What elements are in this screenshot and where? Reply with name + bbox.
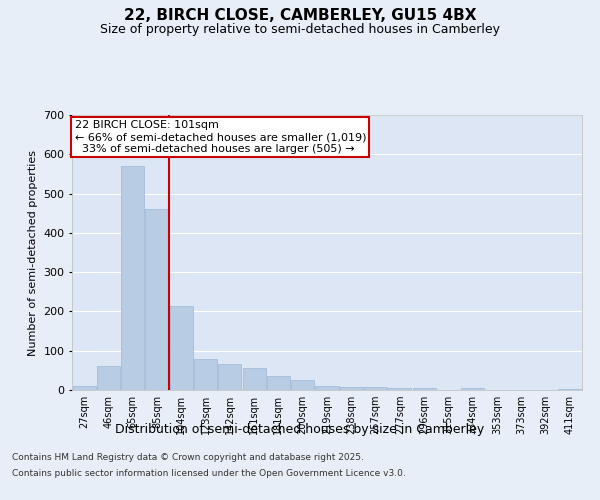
Y-axis label: Number of semi-detached properties: Number of semi-detached properties — [28, 150, 38, 356]
Text: Size of property relative to semi-detached houses in Camberley: Size of property relative to semi-detach… — [100, 22, 500, 36]
Bar — [267, 376, 290, 390]
Bar — [242, 368, 266, 390]
Text: 22, BIRCH CLOSE, CAMBERLEY, GU15 4BX: 22, BIRCH CLOSE, CAMBERLEY, GU15 4BX — [124, 8, 476, 22]
Bar — [461, 388, 484, 390]
Text: 22 BIRCH CLOSE: 101sqm
← 66% of semi-detached houses are smaller (1,019)
  33% o: 22 BIRCH CLOSE: 101sqm ← 66% of semi-det… — [74, 120, 366, 154]
Bar — [413, 388, 436, 390]
Bar — [145, 210, 169, 390]
Text: Distribution of semi-detached houses by size in Camberley: Distribution of semi-detached houses by … — [115, 422, 485, 436]
Bar — [121, 166, 144, 390]
Bar — [364, 387, 387, 390]
Bar — [194, 358, 217, 390]
Bar — [316, 386, 338, 390]
Bar — [291, 380, 314, 390]
Bar — [218, 364, 241, 390]
Bar — [97, 366, 120, 390]
Bar — [170, 306, 193, 390]
Text: Contains public sector information licensed under the Open Government Licence v3: Contains public sector information licen… — [12, 468, 406, 477]
Bar — [340, 387, 363, 390]
Text: Contains HM Land Registry data © Crown copyright and database right 2025.: Contains HM Land Registry data © Crown c… — [12, 454, 364, 462]
Bar — [559, 389, 581, 390]
Bar — [73, 386, 95, 390]
Bar — [388, 388, 412, 390]
